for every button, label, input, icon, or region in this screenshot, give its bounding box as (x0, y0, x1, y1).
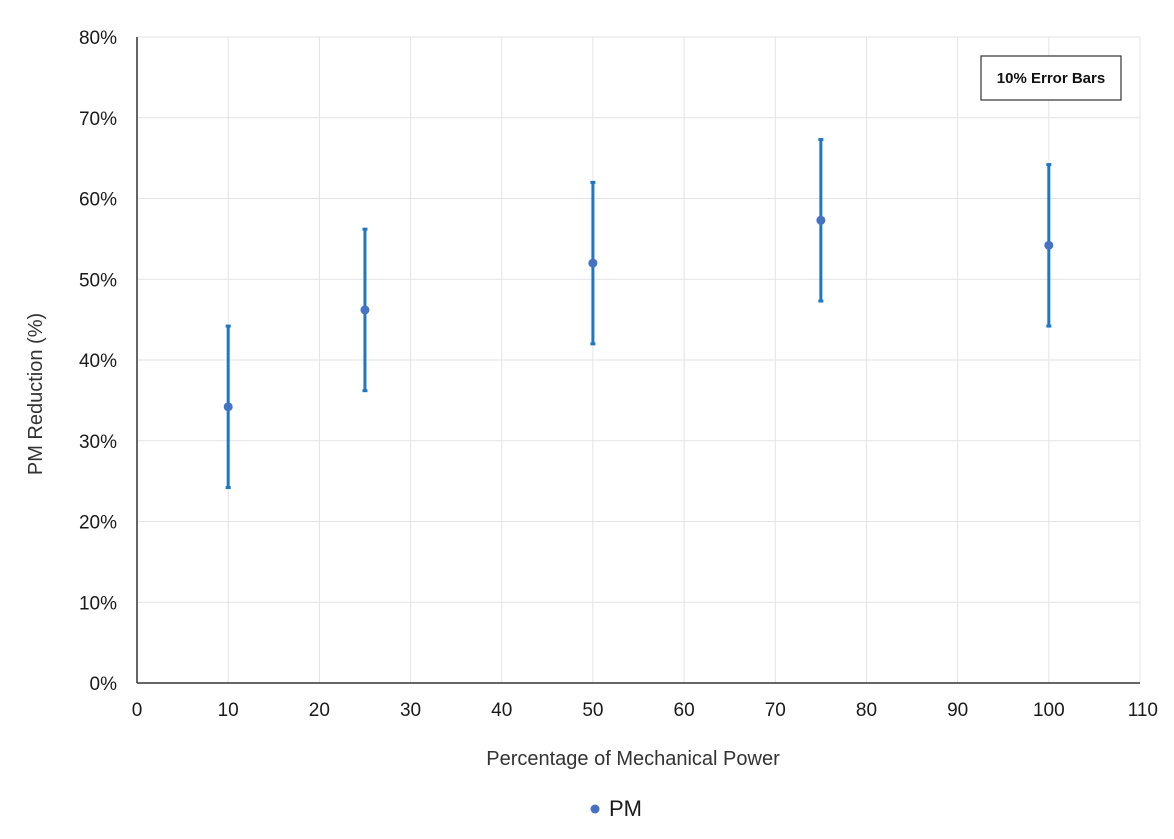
data-point-pm (816, 215, 826, 225)
x-tick-label: 60 (674, 700, 695, 721)
y-tick-label: 80% (79, 28, 117, 49)
x-tick-label: 40 (491, 700, 512, 721)
annotation-label: 10% Error Bars (997, 70, 1105, 87)
y-tick-label: 20% (79, 513, 117, 534)
annotation-box: 10% Error Bars (980, 55, 1122, 101)
legend-label-pm: PM (609, 796, 642, 821)
y-tick-label: 40% (79, 351, 117, 372)
annotation-frame (980, 55, 1122, 101)
y-tick-label: 70% (79, 109, 117, 130)
y-tick-label: 30% (79, 432, 117, 453)
y-axis-title: PM Reduction (%) (25, 313, 47, 475)
x-tick-label: 90 (947, 700, 968, 721)
grid-lines (137, 36, 1141, 683)
x-tick-label: 0 (132, 700, 143, 721)
x-tick-label: 50 (582, 700, 603, 721)
x-tick-labels: 0 10 20 30 40 50 60 70 80 90 100 110 (132, 700, 1158, 721)
y-tick-labels: 0% 10% 20% 30% 40% 50% 60% 70% 80% (79, 28, 117, 695)
legend-marker-pm (590, 804, 600, 814)
data-point-pm (1044, 240, 1054, 250)
legend: PM (590, 796, 642, 821)
data-point-pm (223, 402, 233, 412)
x-tick-label: 30 (400, 700, 421, 721)
x-tick-label: 20 (309, 700, 330, 721)
x-tick-label: 100 (1033, 700, 1065, 721)
data-point-pm (588, 258, 598, 268)
y-tick-label: 0% (90, 674, 118, 695)
x-axis-title: Percentage of Mechanical Power (486, 748, 780, 770)
x-tick-label: 110 (1128, 700, 1158, 721)
data-point-pm (360, 305, 370, 315)
y-tick-label: 60% (79, 190, 117, 211)
x-tick-label: 10 (218, 700, 239, 721)
error-bars (225, 138, 1052, 490)
data-points (223, 215, 1054, 412)
y-tick-label: 10% (79, 593, 117, 614)
axes (136, 37, 1140, 684)
x-tick-label: 70 (765, 700, 786, 721)
x-tick-label: 80 (856, 700, 877, 721)
y-tick-label: 50% (79, 270, 117, 291)
